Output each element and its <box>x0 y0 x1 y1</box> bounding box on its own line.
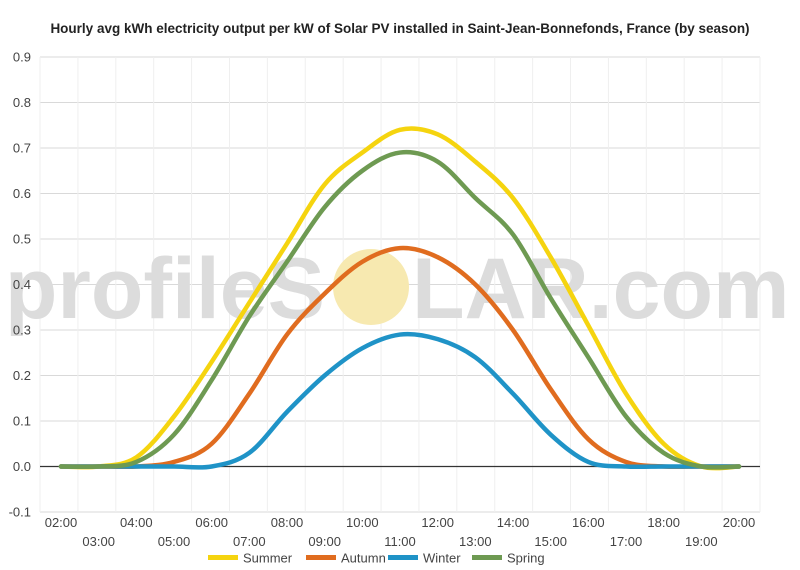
legend-label-summer: Summer <box>243 551 293 566</box>
x-tick-label: 05:00 <box>158 534 191 549</box>
legend-swatch-summer <box>208 555 238 560</box>
legend-label-winter: Winter <box>423 551 461 566</box>
grid <box>39 56 761 513</box>
x-tick-label: 18:00 <box>647 515 680 530</box>
y-tick-label: 0.4 <box>13 277 31 292</box>
x-tick-label: 04:00 <box>120 515 153 530</box>
legend-label-spring: Spring <box>507 551 545 566</box>
x-tick-label: 19:00 <box>685 534 718 549</box>
x-axis-ticks: 02:00 03:00 04:00 05:00 06:00 07:00 08:00 09:00… <box>45 515 756 549</box>
y-tick-label: 0.5 <box>13 232 31 247</box>
x-tick-label: 06:00 <box>195 515 228 530</box>
y-tick-label: 0.9 <box>13 50 31 65</box>
y-tick-label: 0.8 <box>13 95 31 110</box>
y-tick-label: 0.1 <box>13 414 31 429</box>
x-tick-label: 03:00 <box>82 534 115 549</box>
x-tick-label: 16:00 <box>572 515 605 530</box>
x-tick-label: 09:00 <box>308 534 341 549</box>
legend: Summer Autumn Winter Spring <box>208 551 545 566</box>
x-tick-label: 12:00 <box>421 515 454 530</box>
y-tick-label: -0.1 <box>9 505 31 520</box>
legend-swatch-autumn <box>306 555 336 560</box>
legend-swatch-winter <box>388 555 418 560</box>
y-tick-label: 0.0 <box>13 459 31 474</box>
legend-label-autumn: Autumn <box>341 551 386 566</box>
watermark-text-left: profileS <box>5 241 325 337</box>
series-line-winter <box>58 331 742 470</box>
x-tick-label: 15:00 <box>534 534 567 549</box>
y-tick-label: 0.2 <box>13 368 31 383</box>
x-tick-label: 02:00 <box>45 515 78 530</box>
series-lines <box>58 126 742 471</box>
y-tick-label: 0.6 <box>13 186 31 201</box>
y-tick-label: 0.3 <box>13 323 31 338</box>
series-line-summer <box>58 126 742 471</box>
y-axis-ticks: -0.1 0.0 0.1 0.2 0.3 0.4 0.5 0.6 0.7 0.8 0.9 <box>9 50 31 520</box>
watermark-sun-icon <box>333 249 409 325</box>
series-line-spring <box>58 149 742 470</box>
legend-swatch-spring <box>472 555 502 560</box>
series-line-autumn <box>58 245 742 470</box>
x-tick-label: 17:00 <box>610 534 643 549</box>
x-tick-label: 14:00 <box>497 515 530 530</box>
chart-title: Hourly avg kWh electricity output per kW… <box>50 21 749 36</box>
x-tick-label: 13:00 <box>459 534 492 549</box>
y-tick-label: 0.7 <box>13 141 31 156</box>
watermark-text-right: LAR.com <box>412 241 789 337</box>
x-tick-label: 08:00 <box>271 515 304 530</box>
watermark: profileS LAR.com <box>5 241 790 337</box>
x-tick-label: 10:00 <box>346 515 379 530</box>
x-tick-label: 07:00 <box>233 534 266 549</box>
x-tick-label: 20:00 <box>723 515 756 530</box>
x-tick-label: 11:00 <box>384 534 416 549</box>
